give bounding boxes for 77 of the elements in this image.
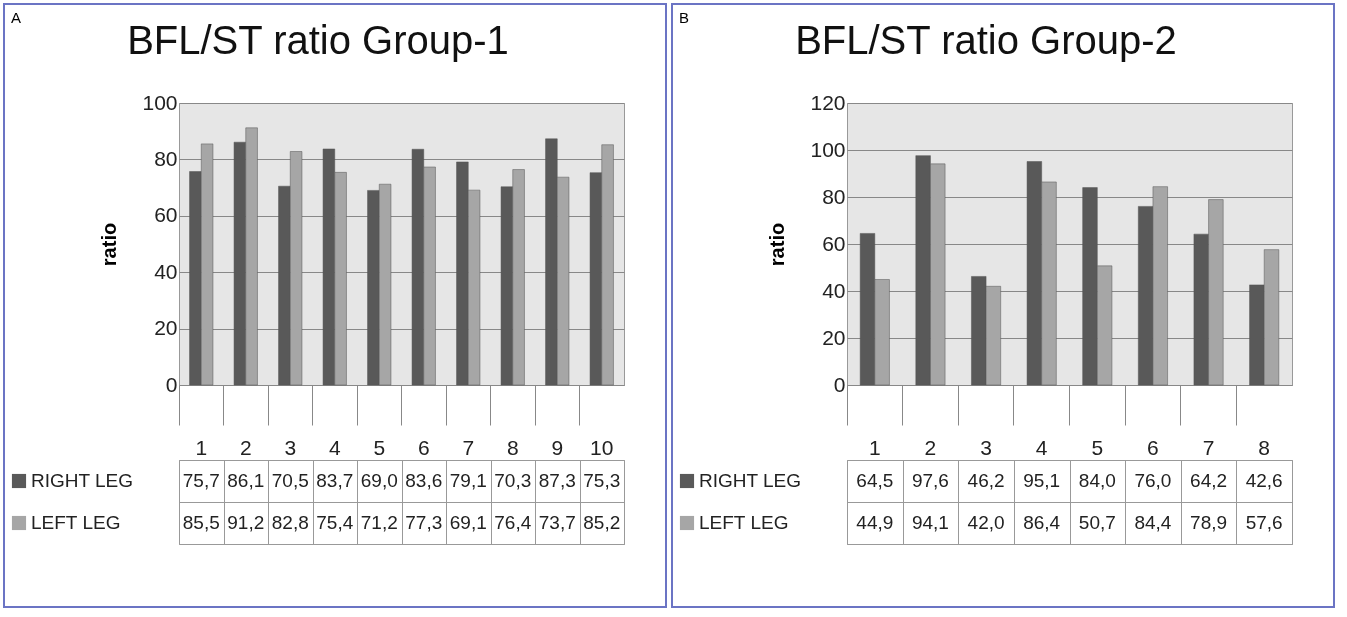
y-tick-label: 60: [154, 203, 178, 227]
data-label: 73,7: [538, 512, 576, 533]
data-label: 75,7: [182, 470, 220, 491]
y-tick-label: 20: [822, 325, 846, 349]
chart-title: BFL/ST ratio Group-2: [795, 17, 1177, 62]
x-tick-label: 4: [328, 435, 341, 459]
data-label: 69,0: [360, 470, 398, 491]
data-label: 84,0: [1078, 470, 1116, 491]
legend-label: LEFT LEG: [31, 512, 121, 533]
y-tick-label: 100: [142, 90, 178, 114]
data-label: 82,8: [271, 512, 309, 533]
data-label: 50,7: [1078, 512, 1116, 533]
data-label: 87,3: [538, 470, 576, 491]
data-label: 70,3: [494, 470, 532, 491]
data-label: 69,1: [449, 512, 487, 533]
data-label: 77,3: [405, 512, 443, 533]
data-label: 86,1: [227, 470, 265, 491]
x-tick-label: 10: [590, 435, 614, 459]
data-label: 85,5: [182, 512, 220, 533]
x-tick-label: 3: [980, 435, 992, 459]
data-label: 79,1: [449, 470, 487, 491]
x-tick-label: 8: [506, 435, 519, 459]
x-tick-label: 1: [868, 435, 881, 459]
data-label: 83,7: [316, 470, 354, 491]
x-tick-label: 5: [373, 435, 386, 459]
data-label: 85,2: [583, 512, 621, 533]
x-tick-label: 8: [1258, 435, 1271, 459]
data-label: 78,9: [1190, 512, 1228, 533]
x-tick-label: 7: [1202, 435, 1215, 459]
data-label: 64,2: [1190, 470, 1228, 491]
y-tick-label: 80: [822, 184, 846, 208]
y-tick-label: 0: [165, 372, 178, 396]
y-tick-label: 80: [154, 146, 178, 170]
y-tick-label: 0: [833, 372, 846, 396]
data-label: 70,5: [271, 470, 309, 491]
text: B: [679, 9, 690, 26]
x-tick-label: 7: [462, 435, 475, 459]
x-tick-label: 4: [1035, 435, 1048, 459]
data-label: 94,1: [911, 512, 949, 533]
data-label: 95,1: [1023, 470, 1061, 491]
x-tick-label: 5: [1091, 435, 1104, 459]
data-label: 75,3: [583, 470, 621, 491]
y-tick-label: 40: [154, 259, 178, 283]
y-tick-label: 60: [822, 231, 846, 255]
data-label: 76,4: [494, 512, 532, 533]
data-label: 75,4: [316, 512, 354, 533]
legend-label: LEFT LEG: [699, 512, 789, 533]
text: A: [11, 9, 22, 26]
data-label: 71,2: [360, 512, 398, 533]
y-axis-title: ratio: [766, 222, 789, 267]
x-tick-label: 2: [239, 435, 252, 459]
data-label: 84,4: [1134, 512, 1172, 533]
y-tick-label: 20: [154, 316, 178, 340]
x-tick-label: 6: [1147, 435, 1159, 459]
data-label: 42,0: [967, 512, 1005, 533]
data-label: 42,6: [1245, 470, 1283, 491]
data-label: 64,5: [856, 470, 894, 491]
legend-label: RIGHT LEG: [699, 470, 802, 491]
chart-title: BFL/ST ratio Group-1: [127, 17, 509, 62]
x-tick-label: 2: [924, 435, 937, 459]
data-label: 97,6: [911, 470, 949, 491]
x-tick-label: 3: [284, 435, 297, 459]
data-label: 83,6: [405, 470, 443, 491]
data-label: 44,9: [856, 512, 894, 533]
data-label: 46,2: [967, 470, 1005, 491]
legend-label: RIGHT LEG: [31, 470, 134, 491]
x-tick-label: 6: [417, 435, 430, 459]
y-tick-label: 120: [810, 90, 846, 114]
data-label: 76,0: [1134, 470, 1172, 491]
data-label: 86,4: [1023, 512, 1061, 533]
data-label: 57,6: [1245, 512, 1283, 533]
x-tick-label: 9: [551, 435, 564, 459]
y-tick-label: 100: [810, 137, 846, 161]
y-tick-label: 40: [822, 278, 846, 302]
y-axis-title: ratio: [98, 222, 121, 267]
data-label: 91,2: [227, 512, 265, 533]
x-tick-label: 1: [195, 435, 208, 459]
